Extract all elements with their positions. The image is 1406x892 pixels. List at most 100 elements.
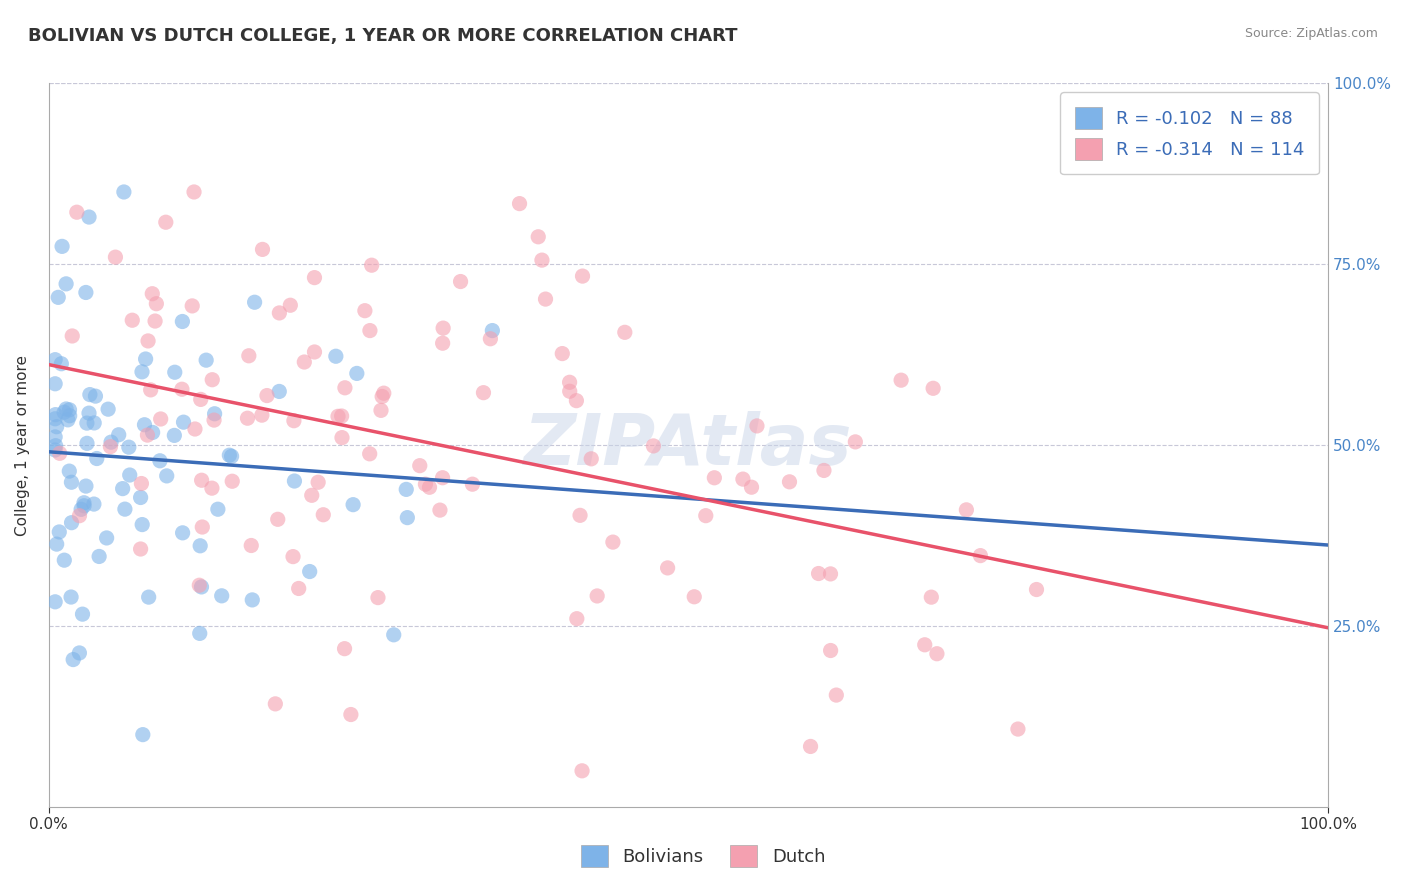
Point [745, 418, 768, 433]
Point [118, 468, 141, 483]
Point [73, 496, 96, 510]
Point [136, 334, 159, 348]
Point [325, 349, 347, 363]
Point [83, 416, 105, 430]
Point [131, 365, 153, 379]
Point [409, 458, 432, 473]
Point [221, 450, 243, 464]
Point [156, 469, 179, 483]
Point [76, 436, 98, 450]
Legend: Bolivians, Dutch: Bolivians, Dutch [574, 838, 832, 874]
Point [84, 389, 107, 403]
Point [44, 376, 66, 391]
Point [170, 382, 193, 396]
Point [333, 381, 356, 395]
Point [330, 431, 353, 445]
Point [96, 531, 118, 545]
Point [79, 387, 101, 401]
Point [340, 707, 363, 722]
Point [283, 474, 305, 488]
Point [450, 275, 472, 289]
Point [371, 389, 394, 403]
Point [72, 607, 94, 622]
Point [250, 408, 273, 422]
Point [281, 549, 304, 564]
Point [312, 508, 335, 522]
Point [395, 483, 418, 497]
Point [481, 324, 503, 338]
Point [51, 239, 73, 253]
Legend: R = -0.102   N = 88, R = -0.314   N = 114: R = -0.102 N = 88, R = -0.314 N = 114 [1060, 93, 1319, 175]
Point [188, 626, 211, 640]
Point [731, 472, 754, 486]
Point [173, 415, 195, 429]
Point [799, 739, 821, 754]
Point [172, 525, 194, 540]
Point [112, 185, 135, 199]
Point [643, 439, 665, 453]
Point [267, 512, 290, 526]
Point [73, 499, 96, 513]
Point [66, 205, 89, 219]
Point [143, 314, 166, 328]
Point [373, 386, 395, 401]
Point [278, 298, 301, 312]
Point [301, 488, 323, 502]
Point [472, 385, 495, 400]
Point [44, 408, 66, 422]
Point [922, 381, 945, 395]
Point [825, 688, 848, 702]
Point [111, 482, 134, 496]
Point [86, 451, 108, 466]
Point [201, 373, 224, 387]
Point [118, 440, 141, 454]
Point [367, 591, 389, 605]
Text: Source: ZipAtlas.com: Source: ZipAtlas.com [1244, 27, 1378, 40]
Point [149, 412, 172, 426]
Point [142, 425, 165, 440]
Point [695, 508, 717, 523]
Point [48, 524, 70, 539]
Point [581, 451, 603, 466]
Point [45, 439, 67, 453]
Point [107, 427, 129, 442]
Point [820, 643, 842, 657]
Point [121, 313, 143, 327]
Point [53, 405, 76, 419]
Point [396, 510, 419, 524]
Point [382, 628, 405, 642]
Point [415, 477, 437, 491]
Point [163, 365, 186, 379]
Point [83, 497, 105, 511]
Point [432, 336, 454, 351]
Point [76, 416, 98, 430]
Point [46, 290, 69, 304]
Point [527, 229, 550, 244]
Point [330, 409, 353, 423]
Point [188, 539, 211, 553]
Point [530, 253, 553, 268]
Point [129, 491, 152, 505]
Point [55, 401, 77, 416]
Point [914, 638, 936, 652]
Point [326, 409, 349, 424]
Point [155, 215, 177, 229]
Point [418, 480, 440, 494]
Point [195, 353, 218, 368]
Point [820, 566, 842, 581]
Point [145, 296, 167, 310]
Point [56, 413, 79, 427]
Point [204, 407, 226, 421]
Point [183, 185, 205, 199]
Point [44, 352, 66, 367]
Point [114, 502, 136, 516]
Point [558, 376, 581, 390]
Point [201, 481, 224, 495]
Point [304, 270, 326, 285]
Point [955, 503, 977, 517]
Point [149, 454, 172, 468]
Point [740, 480, 762, 494]
Point [920, 590, 942, 604]
Point [104, 250, 127, 264]
Point [58, 402, 80, 417]
